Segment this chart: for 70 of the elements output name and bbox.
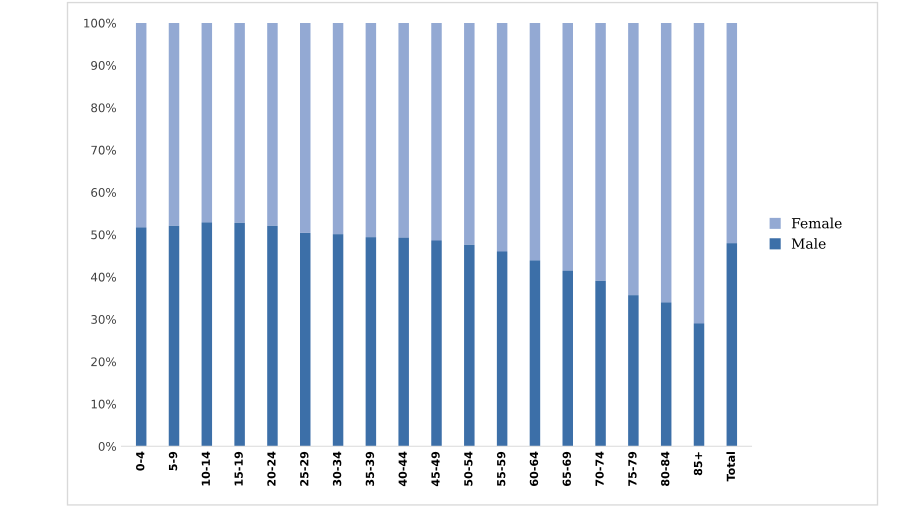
bar xyxy=(300,22,310,233)
bar xyxy=(660,22,672,302)
bar xyxy=(530,22,540,260)
bar xyxy=(168,226,180,446)
y-tick-label: 20% xyxy=(91,357,116,366)
x-tick-label: 25-29 xyxy=(300,452,308,486)
x-tick-label: 70-74 xyxy=(595,452,604,486)
bar xyxy=(202,22,212,222)
bar xyxy=(660,302,672,446)
bar xyxy=(431,240,442,446)
bar xyxy=(694,323,704,446)
y-tick-label: 0% xyxy=(98,442,116,451)
bar xyxy=(496,22,508,252)
bar xyxy=(366,22,376,238)
x-tick-label: 5-9 xyxy=(168,452,178,470)
bar xyxy=(530,260,540,446)
y-tick-label: 40% xyxy=(90,272,116,282)
bar xyxy=(726,243,738,446)
bar xyxy=(168,22,180,226)
y-tick-label: 100% xyxy=(84,18,116,28)
bar xyxy=(136,22,146,228)
y-tick-label: 50% xyxy=(91,230,116,240)
y-tick-label: 70% xyxy=(91,146,116,155)
x-tick-label: 35-39 xyxy=(366,452,374,486)
y-tick-label: 80% xyxy=(91,103,116,112)
x-tick-label: 75-79 xyxy=(628,452,637,486)
bar xyxy=(628,295,639,446)
bar xyxy=(332,22,344,234)
y-tick-label: 90% xyxy=(91,61,116,70)
x-tick-label: 15-19 xyxy=(234,452,243,486)
x-tick-label: 20-24 xyxy=(267,452,276,486)
bar xyxy=(726,22,738,244)
x-tick-label: 60-64 xyxy=(530,452,538,486)
x-tick-label: 45-49 xyxy=(431,452,440,486)
bar xyxy=(267,226,278,446)
x-tick-label: 10-14 xyxy=(202,452,210,486)
x-tick-label: 40-44 xyxy=(398,452,407,486)
x-tick-label: 50-54 xyxy=(464,452,473,486)
bar xyxy=(234,222,245,446)
bar xyxy=(366,237,376,446)
y-tick-label: 60% xyxy=(91,188,116,197)
bar xyxy=(136,227,146,446)
legend-label: Male xyxy=(792,238,826,249)
legend-label: Female xyxy=(792,218,842,228)
x-tick-label: 80-84 xyxy=(661,452,670,486)
bar xyxy=(332,234,344,446)
y-tick-label: 10% xyxy=(92,400,116,409)
bar xyxy=(694,22,704,324)
x-tick-label: 85+ xyxy=(694,452,702,476)
bar xyxy=(398,238,409,446)
bar xyxy=(202,222,212,446)
bar xyxy=(496,252,508,446)
x-tick-label: Total xyxy=(726,452,736,482)
bar xyxy=(398,22,409,238)
bar xyxy=(595,280,606,446)
bar xyxy=(431,22,442,241)
bar xyxy=(562,270,573,446)
bar xyxy=(464,244,475,446)
bar xyxy=(595,22,606,281)
bar xyxy=(562,22,573,271)
x-tick-label: 65-69 xyxy=(562,452,571,486)
bar xyxy=(234,22,245,223)
y-tick-label: 30% xyxy=(91,314,116,324)
x-tick-label: 30-34 xyxy=(332,452,342,486)
bar xyxy=(267,22,278,226)
x-tick-label: 0-4 xyxy=(136,452,144,471)
bar xyxy=(464,22,475,245)
x-tick-label: 55-59 xyxy=(496,452,506,486)
bar xyxy=(300,232,310,446)
bar xyxy=(628,22,639,296)
